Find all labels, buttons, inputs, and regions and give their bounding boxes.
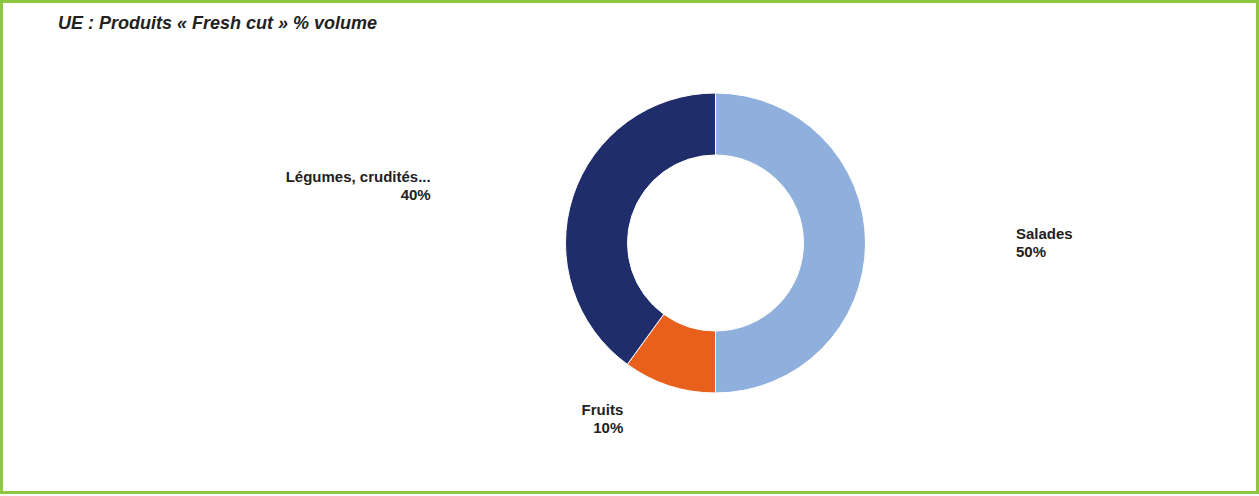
svg-text:50%: 50% bbox=[1016, 243, 1046, 260]
html-text:UE : Produits « Fresh cut » %: UE : Produits « Fresh cut » % volume bbox=[58, 13, 378, 33]
svg-text:Salades: Salades bbox=[1016, 225, 1073, 242]
svg-text:10%: 10% bbox=[593, 419, 623, 436]
svg-text:40%: 40% bbox=[401, 186, 431, 203]
svg-text:Légumes, crudités...: Légumes, crudités... bbox=[286, 168, 431, 185]
svg-text:Fruits: Fruits bbox=[582, 401, 624, 418]
